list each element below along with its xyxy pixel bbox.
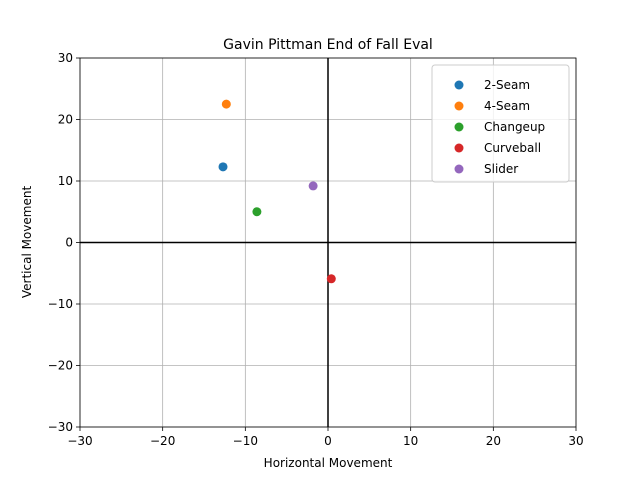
x-tick-label: 0 <box>324 434 332 448</box>
legend-label: Slider <box>484 162 518 176</box>
legend-label: 2-Seam <box>484 78 530 92</box>
point <box>221 99 231 109</box>
y-tick-label: −30 <box>48 420 73 434</box>
x-tick-label: −20 <box>150 434 175 448</box>
x-axis-label: Horizontal Movement <box>264 456 393 470</box>
legend-marker <box>454 101 464 111</box>
legend-label: Curveball <box>484 141 541 155</box>
legend-box <box>431 64 570 183</box>
legend-label: 4-Seam <box>484 99 530 113</box>
x-tick-label: −30 <box>67 434 92 448</box>
legend-marker <box>454 122 464 132</box>
x-tick-label: −10 <box>233 434 258 448</box>
y-tick-label: 0 <box>65 236 73 250</box>
legend-marker <box>454 80 464 90</box>
point <box>308 181 318 191</box>
y-tick-label: 10 <box>58 174 73 188</box>
chart-title: Gavin Pittman End of Fall Eval <box>223 37 433 53</box>
legend-marker <box>454 143 464 153</box>
legend-marker <box>454 164 464 174</box>
x-tick-label: 10 <box>403 434 418 448</box>
point <box>218 162 228 172</box>
x-tick-label: 30 <box>568 434 583 448</box>
y-tick-label: −10 <box>48 297 73 311</box>
y-tick-label: 30 <box>58 51 73 65</box>
y-tick-label: −20 <box>48 359 73 373</box>
point <box>252 207 262 217</box>
y-tick-label: 20 <box>58 113 73 127</box>
legend-label: Changeup <box>484 120 545 134</box>
point <box>326 274 336 284</box>
x-tick-label: 20 <box>486 434 501 448</box>
y-axis-label: Vertical Movement <box>20 186 34 299</box>
plot-frame <box>79 57 577 428</box>
